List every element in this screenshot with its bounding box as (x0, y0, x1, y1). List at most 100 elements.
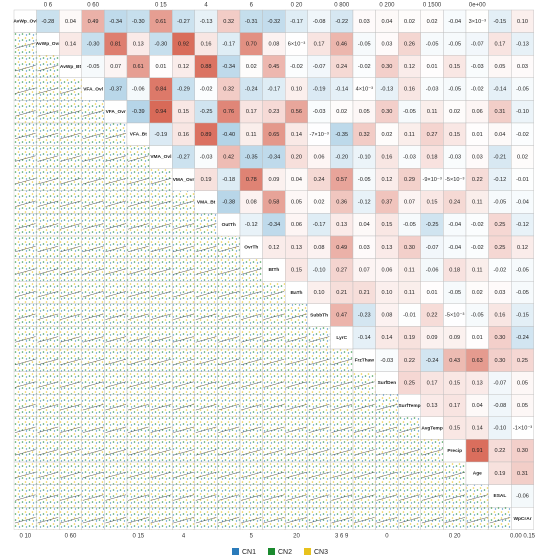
scatter-panel (398, 484, 422, 508)
corr-label: 0.84 (155, 87, 166, 93)
corr-label: 0.11 (404, 132, 414, 138)
legend-label: CN3 (314, 549, 328, 556)
top-tick-label: 0 60 (87, 3, 99, 9)
scatter-panel (239, 326, 263, 350)
scatter-panel (149, 394, 173, 418)
corr-label: -5×10⁻³ (445, 313, 464, 319)
diag-label: FrzThaw (355, 358, 375, 364)
trend-line (263, 494, 285, 501)
corr-label: 0.32 (223, 87, 234, 93)
scatter-panel (126, 258, 150, 282)
scatter-panel (13, 461, 37, 485)
corr-label: -0.03 (471, 64, 484, 70)
trend-line (37, 200, 59, 207)
scatter-panel (81, 167, 105, 191)
scatter-panel (36, 145, 60, 169)
corr-label: -0.27 (177, 154, 190, 160)
scatter-panel (126, 190, 150, 214)
trend-line (37, 132, 59, 140)
diag-cell (511, 507, 535, 531)
scatter-panel (81, 213, 105, 237)
corr-label: -0.21 (494, 154, 507, 160)
trend-line (14, 245, 36, 253)
scatter-panel (13, 122, 37, 146)
corr-label: 0.18 (449, 267, 460, 273)
corr-label: 0.65 (268, 132, 279, 138)
corr-label: 0.47 (336, 313, 347, 319)
trend-line (60, 110, 81, 117)
corr-label: -0.04 (448, 245, 461, 251)
trend-line (37, 245, 59, 253)
corr-label: 0.16 (178, 132, 189, 138)
corr-label: -7×10⁻³ (309, 132, 328, 138)
corr-label: 0.11 (472, 267, 482, 273)
corr-label: -0.35 (245, 154, 258, 160)
corr-label: -0.19 (313, 87, 326, 93)
corr-label: 0.02 (381, 132, 392, 138)
trend-line (263, 381, 285, 388)
trend-line (37, 336, 59, 343)
scatter-panel (59, 167, 83, 191)
corr-label: 0.32 (223, 19, 234, 25)
trend-line (127, 291, 149, 298)
corr-label: -0.02 (200, 87, 213, 93)
trend-line (60, 358, 81, 366)
scatter-panel (375, 394, 399, 418)
trend-line (286, 426, 307, 433)
scatter-panel (217, 281, 241, 305)
trend-line (14, 268, 36, 275)
scatter-panel (262, 461, 286, 485)
trend-line (308, 426, 330, 433)
scatter-panel (398, 507, 422, 531)
scatter-panel (330, 461, 354, 485)
trend-line (263, 471, 285, 479)
trend-line (263, 291, 285, 298)
trend-line (240, 358, 262, 366)
corr-label: -0.13 (200, 19, 213, 25)
corr-label: 0.17 (449, 403, 460, 409)
trend-line (82, 291, 104, 298)
trend-line (150, 404, 172, 411)
scatter-panel (262, 507, 286, 531)
corr-label: 0.27 (336, 267, 347, 273)
scatter-panel (126, 145, 150, 169)
trend-line (82, 178, 104, 185)
trend-line (173, 426, 194, 433)
trend-line (60, 336, 81, 343)
scatter-panel (443, 484, 467, 508)
scatter-panel (81, 303, 105, 327)
trend-line (218, 471, 240, 479)
scatter-panel (126, 303, 150, 327)
trend-line (240, 471, 262, 479)
scatter-panel (149, 235, 173, 259)
trend-line (286, 336, 307, 343)
scatter-panel (13, 281, 37, 305)
scatter-panel (262, 326, 286, 350)
corr-label: -0.29 (177, 87, 190, 93)
trend-line (263, 517, 285, 524)
corr-label: 0.09 (268, 177, 279, 183)
scatter-panel (398, 439, 422, 463)
scatter-panel (217, 348, 241, 372)
trend-line (308, 449, 330, 456)
scatter-panel (104, 484, 128, 508)
scatter-panel (239, 348, 263, 372)
trend-line (173, 291, 194, 298)
trend-line (173, 471, 194, 479)
trend-line (173, 245, 194, 253)
trend-line (37, 223, 59, 230)
corr-label: -0.05 (471, 313, 484, 319)
trend-line (308, 517, 330, 524)
scatter-panel (217, 484, 241, 508)
trend-line (82, 200, 104, 207)
scatter-panel (239, 439, 263, 463)
scatter-panel (13, 213, 37, 237)
corr-label: 0.22 (494, 448, 505, 454)
scatter-panel (307, 461, 331, 485)
corr-label: -0.34 (222, 64, 235, 70)
scatter-panel (217, 371, 241, 395)
scatter-panel (239, 258, 263, 282)
scatter-panel (13, 55, 37, 79)
trend-line (240, 404, 262, 411)
corr-label: 0.08 (268, 41, 279, 47)
